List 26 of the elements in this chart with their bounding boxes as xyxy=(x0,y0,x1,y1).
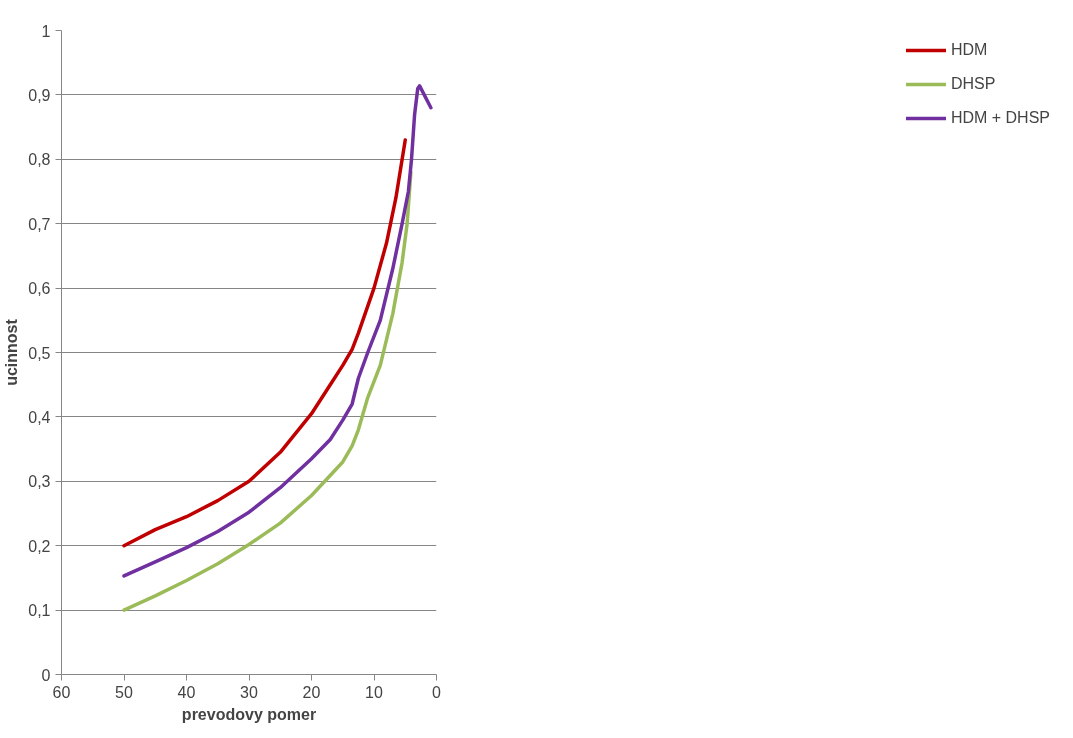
legend-label: HDM xyxy=(950,41,988,59)
y-tick-label: 0,9 xyxy=(28,86,51,104)
x-tick-label: 40 xyxy=(177,683,196,701)
x-tick-label: 60 xyxy=(52,683,71,701)
y-tick-label: 0,6 xyxy=(28,280,51,298)
y-tick-label: 0,5 xyxy=(28,344,51,362)
line-series xyxy=(122,84,433,578)
y-tick-label: 0,8 xyxy=(28,151,51,169)
line-series xyxy=(122,170,413,612)
x-tick-label: 30 xyxy=(240,683,258,701)
x-axis-title: prevodovy pomer xyxy=(181,705,317,723)
x-tick-label: 50 xyxy=(115,683,133,701)
x-tick-label: 20 xyxy=(302,683,321,701)
y-tick-label: 1 xyxy=(41,22,51,40)
y-axis-title: ucinnost xyxy=(3,318,21,386)
x-tick-label: 10 xyxy=(365,683,383,701)
legend-label: DHSP xyxy=(950,75,996,93)
y-tick-label: 0,7 xyxy=(28,215,51,233)
y-tick-label: 0,3 xyxy=(28,473,51,491)
y-tick-label: 0,1 xyxy=(28,602,51,620)
line-series xyxy=(122,138,407,548)
x-tick-label: 0 xyxy=(432,683,442,701)
y-tick-label: 0,4 xyxy=(28,408,51,426)
legend-label: HDM + DHSP xyxy=(950,109,1050,127)
y-tick-label: 0,2 xyxy=(28,537,51,555)
y-tick-label: 0 xyxy=(41,666,51,684)
